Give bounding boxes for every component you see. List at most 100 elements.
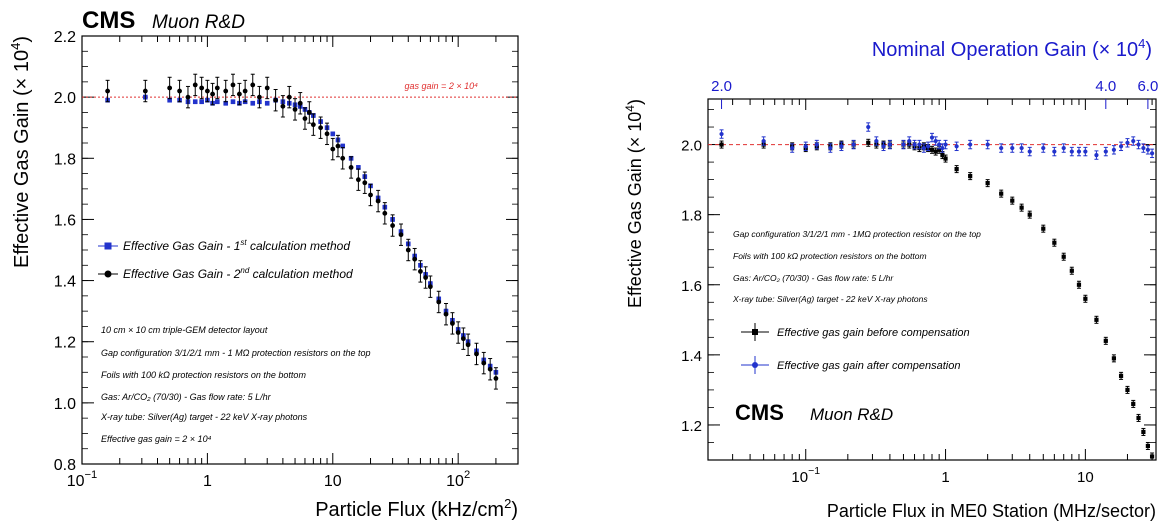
- right-after-compensation-point: [1052, 149, 1057, 154]
- left-y-tick-label: 1.6: [54, 212, 76, 229]
- left-second-method-point: [436, 299, 442, 305]
- right-before-compensation-point: [985, 181, 990, 186]
- left-legend: Effective Gas Gain - 1st calculation met…: [98, 238, 353, 281]
- right-after-compensation-point: [1010, 145, 1015, 151]
- left-legend-label-second: Effective Gas Gain - 2nd calculation met…: [123, 266, 353, 281]
- right-before-compensation-point: [1131, 401, 1136, 407]
- right-after-compensation-point: [1125, 140, 1130, 145]
- right-legend-entry-before: Effective gas gain before compensation: [741, 323, 970, 341]
- right-after-compensation-point: [839, 144, 844, 149]
- right-before-compensation-point: [1111, 356, 1117, 361]
- right-after-compensation-point: [761, 138, 766, 144]
- left-second-method-point: [280, 103, 286, 109]
- right-before-compensation-point: [1094, 317, 1099, 322]
- left-second-method-point: [487, 366, 493, 372]
- left-legend-entry-first: Effective Gas Gain - 1st calculation met…: [98, 238, 350, 253]
- right-after-compensation-point: [954, 144, 959, 149]
- left-second-method-point: [412, 256, 418, 262]
- right-y-tick-label: 1.8: [681, 208, 702, 225]
- right-after-compensation-point: [790, 145, 795, 151]
- right-after-compensation-point: [719, 131, 724, 137]
- right-before-compensation-point: [1052, 240, 1057, 245]
- right-before-compensation-point: [937, 147, 942, 152]
- left-muon-rd-label: Muon R&D: [152, 12, 245, 33]
- left-second-method-point: [273, 97, 279, 103]
- right-notes: Gap configuration 3/1/2/1 mm - 1MΩ prote…: [732, 229, 981, 304]
- left-second-method-point: [204, 88, 210, 94]
- left-second-method-point: [310, 122, 316, 128]
- left-second-method-point: [257, 94, 262, 100]
- left-second-method-point: [192, 82, 198, 88]
- left-y-axis-title: Effective Gas Gain (× 104): [8, 36, 33, 268]
- right-y-tick-label: 2.0: [681, 138, 702, 155]
- left-reference-line-label: gas gain = 2 × 10⁴: [405, 81, 479, 91]
- right-after-compensation-point: [887, 142, 893, 147]
- right-chart-panel: Nominal Operation Gain (× 104) 10−1 1 10 1.…: [623, 36, 1158, 521]
- right-after-compensation-point: [968, 142, 973, 147]
- left-second-method-point: [398, 232, 404, 238]
- left-second-method-point: [368, 192, 373, 198]
- left-second-method-point: [427, 284, 433, 290]
- left-first-method-point: [250, 100, 256, 106]
- right-muon-rd-label: Muon R&D: [810, 405, 893, 424]
- left-second-method-point: [481, 360, 487, 366]
- left-first-method-point: [230, 99, 236, 105]
- left-second-method-point: [423, 275, 429, 280]
- right-before-compensation-point: [1061, 254, 1066, 259]
- right-x-axis-title: Particle Flux in ME0 Station (MHz/sector…: [827, 501, 1156, 521]
- right-top-axis-title: Nominal Operation Gain (× 104): [872, 36, 1152, 61]
- left-second-method-point: [450, 320, 455, 326]
- right-note-3: Gas: Ar/CO₂ (70/30) - Gas flow rate: 5 L…: [733, 273, 894, 283]
- right-before-compensation-point: [943, 156, 948, 161]
- right-after-compensation-point: [933, 138, 938, 144]
- right-after-compensation-point: [907, 138, 912, 144]
- left-second-method-point: [335, 143, 341, 149]
- right-after-compensation-point: [866, 124, 871, 130]
- right-after-compensation-point: [925, 144, 931, 149]
- right-y-tick-label: 1.2: [681, 418, 702, 435]
- left-second-method-point: [443, 311, 449, 317]
- right-after-compensation-point: [1041, 145, 1046, 151]
- left-note-6: Effective gas gain = 2 × 10⁴: [101, 434, 212, 444]
- right-before-compensation-point: [1010, 198, 1015, 203]
- left-second-method-point: [460, 336, 466, 342]
- left-second-method-point: [465, 342, 471, 348]
- left-second-method-point: [297, 100, 303, 106]
- left-x-tick-label: 1: [203, 473, 212, 490]
- left-legend-entry-second: Effective Gas Gain - 2nd calculation met…: [98, 266, 353, 281]
- right-after-compensation-point: [814, 142, 819, 147]
- right-before-compensation-point: [968, 174, 973, 179]
- left-first-method-point: [330, 131, 336, 137]
- left-second-method-point: [375, 198, 381, 204]
- right-after-compensation-point: [1131, 138, 1136, 144]
- left-axes: 10−1 1 10 102 0.8 1.0 1.2 1.4 1.6 1.8 2.0 2.2: [54, 29, 519, 490]
- left-note-3: Foils with 100 kΩ protection resistors o…: [101, 370, 306, 380]
- right-top-axis-tick-label: 6.0: [1137, 78, 1158, 95]
- right-before-compensation-point: [940, 152, 945, 158]
- left-second-method-point: [302, 116, 308, 121]
- right-before-compensation-point: [719, 142, 724, 147]
- left-second-method-point: [382, 210, 388, 216]
- left-y-tick-label: 1.4: [54, 274, 76, 291]
- left-second-method-point: [250, 82, 256, 88]
- left-first-method-point: [215, 99, 220, 105]
- left-y-tick-label: 1.2: [54, 335, 76, 352]
- left-second-method-point: [306, 110, 312, 115]
- right-after-compensation-point: [1141, 145, 1146, 151]
- left-second-method-point: [236, 91, 242, 97]
- right-after-compensation-point: [999, 145, 1004, 151]
- right-y-tick-label: 1.6: [681, 278, 702, 295]
- right-after-compensation-point: [917, 142, 922, 147]
- left-second-method-point: [318, 125, 324, 131]
- right-after-compensation-point: [1083, 149, 1088, 154]
- left-second-method-point: [230, 82, 236, 88]
- left-legend-marker-second: [104, 270, 112, 278]
- right-after-compensation-point: [881, 144, 886, 149]
- right-x-tick-label: 10: [1077, 469, 1094, 486]
- left-second-method-point: [177, 88, 182, 94]
- right-legend-label-after: Effective gas gain after compensation: [777, 360, 960, 372]
- left-second-method-point: [348, 165, 354, 170]
- left-second-method-point: [324, 131, 330, 137]
- right-top-axis-tick-label: 2.0: [711, 78, 732, 95]
